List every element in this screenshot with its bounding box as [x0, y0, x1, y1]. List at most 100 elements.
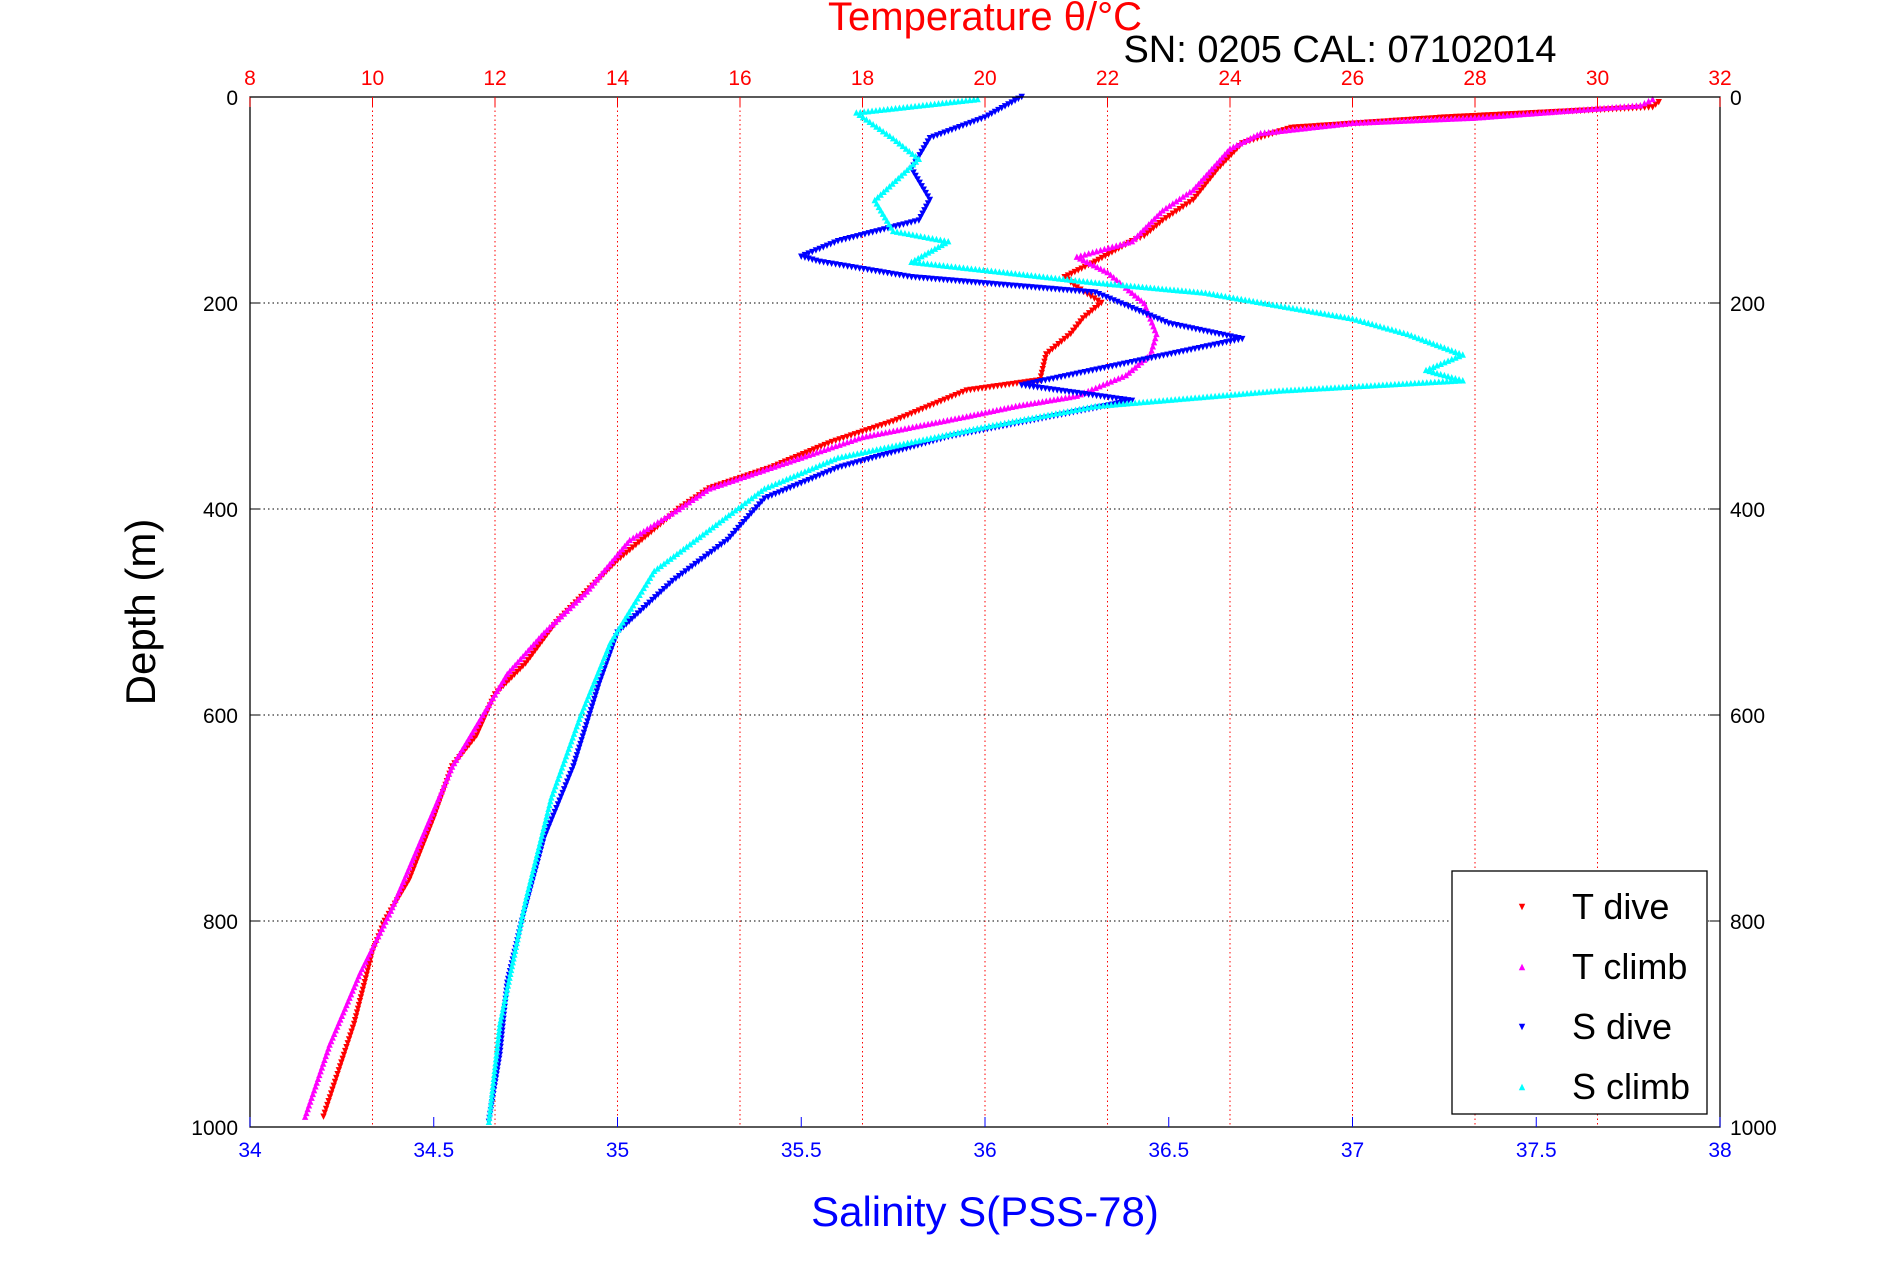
- data-point: [506, 667, 514, 675]
- data-point: [786, 458, 793, 465]
- series-s-climb: [485, 95, 1466, 1126]
- data-point: [539, 828, 546, 835]
- data-point: [924, 200, 932, 207]
- data-point: [923, 101, 930, 108]
- data-point: [1430, 368, 1437, 376]
- data-point: [1109, 243, 1116, 250]
- data-point: [1222, 292, 1229, 300]
- data-point: [998, 105, 1005, 112]
- data-point: [1054, 395, 1061, 403]
- data-point: [1044, 273, 1051, 281]
- data-point: [679, 570, 686, 578]
- data-point: [1448, 355, 1455, 363]
- data-point: [1372, 321, 1380, 329]
- data-point: [970, 96, 977, 103]
- data-point: [776, 479, 783, 486]
- data-point: [718, 541, 725, 548]
- data-point: [748, 494, 755, 502]
- data-point: [538, 832, 546, 839]
- data-point: [1124, 239, 1132, 246]
- data-point: [916, 179, 923, 187]
- data-point: [527, 644, 535, 651]
- data-point: [1361, 119, 1368, 126]
- data-point: [567, 770, 574, 778]
- top-tick-label: 12: [483, 67, 506, 90]
- data-point: [352, 1013, 360, 1020]
- data-point: [1195, 180, 1202, 188]
- data-point: [883, 185, 890, 193]
- data-point: [1416, 116, 1423, 124]
- data-point: [1041, 358, 1048, 366]
- data-point: [1167, 396, 1175, 403]
- data-point: [883, 130, 890, 137]
- data-point: [801, 453, 809, 460]
- data-point: [1105, 244, 1112, 252]
- data-point: [918, 252, 925, 260]
- data-point: [921, 251, 929, 258]
- data-point: [685, 565, 693, 573]
- data-point: [511, 661, 519, 669]
- data-point: [1233, 141, 1241, 149]
- data-point: [840, 440, 847, 447]
- data-point: [924, 138, 932, 145]
- data-point: [902, 145, 910, 152]
- data-point: [1171, 396, 1179, 403]
- data-point: [520, 904, 528, 912]
- data-point: [886, 183, 893, 190]
- data-point: [1238, 295, 1245, 303]
- data-point: [1113, 242, 1120, 249]
- data-point: [922, 141, 929, 149]
- data-point: [661, 514, 668, 522]
- data-point: [950, 429, 958, 437]
- data-point: [1380, 118, 1388, 125]
- data-point: [560, 610, 568, 617]
- data-point: [559, 789, 566, 797]
- data-points: [301, 93, 1662, 1126]
- data-point: [1198, 289, 1205, 296]
- top-tick-label: 10: [361, 67, 384, 90]
- data-point: [520, 908, 527, 916]
- data-point: [647, 523, 654, 530]
- data-point: [575, 596, 582, 603]
- data-point: [858, 449, 865, 456]
- data-point: [855, 434, 862, 442]
- data-point: [958, 428, 965, 435]
- data-point: [413, 858, 420, 865]
- data-point: [1134, 232, 1141, 239]
- data-point: [330, 1082, 337, 1089]
- data-point: [1355, 382, 1363, 390]
- data-point: [357, 994, 365, 1001]
- data-point: [359, 986, 367, 994]
- data-point: [1094, 263, 1101, 271]
- data-point: [938, 241, 945, 249]
- data-point: [1242, 296, 1249, 303]
- data-point: [1166, 286, 1174, 293]
- right-tick-label: 600: [1730, 705, 1765, 728]
- data-point: [1094, 297, 1102, 304]
- data-point: [864, 107, 872, 115]
- data-point: [1076, 277, 1083, 284]
- data-point: [872, 107, 880, 114]
- data-point: [524, 889, 531, 896]
- data-point: [1143, 398, 1151, 405]
- data-point: [1263, 388, 1271, 395]
- data-point: [1099, 279, 1107, 287]
- data-point: [1415, 334, 1422, 342]
- data-point: [1441, 344, 1448, 351]
- data-point: [954, 429, 962, 436]
- data-point: [842, 452, 849, 460]
- data-point: [1137, 297, 1145, 304]
- data-point: [586, 710, 593, 718]
- top-tick-label: 22: [1096, 67, 1119, 90]
- data-point: [794, 471, 801, 478]
- data-point: [1156, 219, 1163, 227]
- data-point: [966, 96, 974, 104]
- data-point: [497, 1016, 504, 1024]
- data-point: [1275, 387, 1283, 394]
- data-point: [1135, 399, 1143, 406]
- data-point: [712, 521, 720, 528]
- data-point: [1451, 377, 1458, 384]
- data-point: [1289, 126, 1296, 133]
- data-point: [1145, 221, 1152, 228]
- data-point: [1056, 275, 1063, 282]
